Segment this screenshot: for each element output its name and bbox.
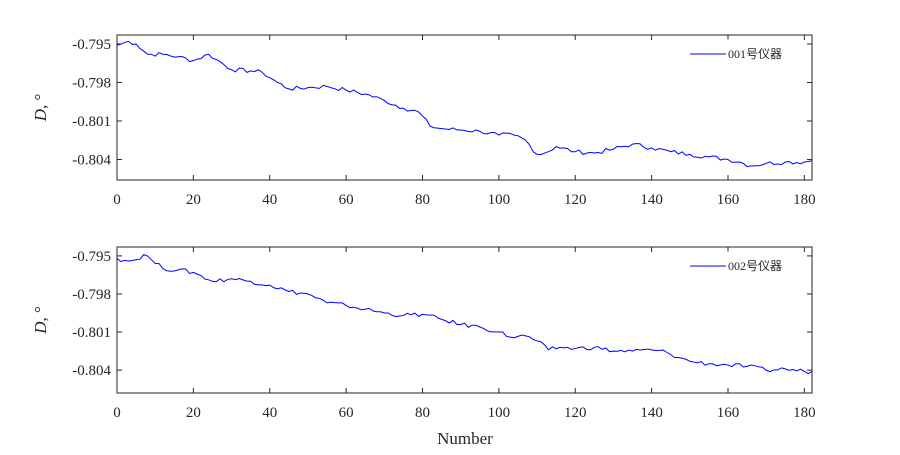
y-tick-label: -0.798: [72, 75, 111, 91]
y-axis-title-unit: , °: [31, 94, 50, 109]
x-tick-label: 0: [113, 192, 121, 208]
x-tick-label: 80: [415, 192, 430, 208]
y-axis-title-symbol: D: [31, 108, 50, 122]
x-tick-label: 40: [262, 405, 277, 421]
x-axis-title: Number: [437, 429, 493, 448]
y-tick-label: -0.801: [72, 114, 111, 130]
x-tick-label: 180: [793, 405, 816, 421]
x-tick-label: 20: [186, 192, 201, 208]
x-tick-label: 100: [488, 405, 511, 421]
y-tick-label: -0.795: [72, 249, 111, 265]
y-axis-title: D, °: [31, 94, 50, 123]
legend-label: 001号仪器: [728, 47, 782, 61]
legend-label: 002号仪器: [728, 259, 782, 273]
y-tick-label: -0.798: [72, 287, 111, 303]
x-tick-label: 160: [717, 405, 740, 421]
series-line: [116, 40, 813, 168]
series-line: [116, 254, 813, 375]
y-tick-label: -0.795: [72, 37, 111, 53]
x-tick-label: 60: [339, 192, 354, 208]
legend-box: [683, 39, 803, 65]
x-tick-label: 0: [113, 405, 121, 421]
x-tick-label: 60: [339, 405, 354, 421]
x-tick-label: 120: [564, 192, 587, 208]
y-axis-title-unit: , °: [31, 306, 50, 321]
y-tick-label: -0.804: [72, 152, 111, 168]
chart-panel-2: 0 20 40 60 80 100 120 140 160 180 -0.795 -0.798 -0.8…: [31, 246, 816, 421]
y-axis-title-symbol: D: [31, 321, 50, 335]
x-tick-label: 40: [262, 192, 277, 208]
x-tick-label: 100: [488, 192, 511, 208]
x-tick-label: 120: [564, 405, 587, 421]
y-tick-label: -0.801: [72, 325, 111, 341]
x-tick-label: 20: [186, 405, 201, 421]
x-tick-label: 160: [717, 192, 740, 208]
y-axis-title: D, °: [31, 306, 50, 335]
legend-box: [683, 251, 803, 277]
x-tick-label: 80: [415, 405, 430, 421]
y-tick-label: -0.804: [72, 363, 111, 379]
chart-panel-1: 0 20 40 60 80 100 120 140 160 180 -0.795 -0.798 -0.8…: [31, 34, 816, 208]
x-tick-label: 180: [793, 192, 816, 208]
x-tick-label: 140: [640, 405, 663, 421]
x-tick-label: 140: [640, 192, 663, 208]
